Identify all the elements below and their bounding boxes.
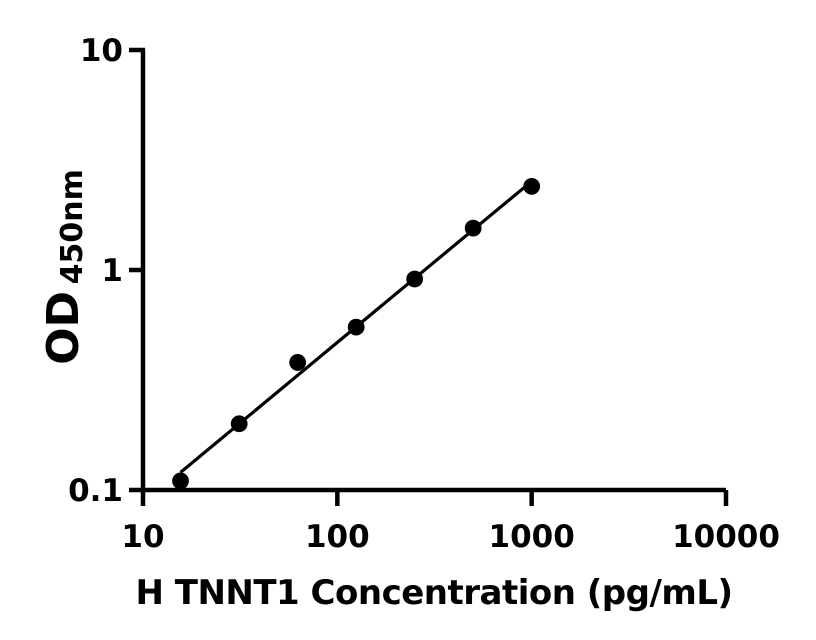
x-tick-label: 10 <box>121 519 164 555</box>
data-point <box>172 472 189 490</box>
y-tick-label: 0.1 <box>68 473 123 509</box>
data-point <box>406 270 424 288</box>
y-tick-label: 10 <box>80 33 123 69</box>
y-axis-title-main: OD <box>38 291 89 365</box>
data-point <box>289 354 307 371</box>
x-axis-title: H TNNT1 Concentration (pg/mL) <box>135 573 732 613</box>
data-point <box>464 219 482 237</box>
y-axis-title: OD 450nm <box>38 169 90 365</box>
x-tick-label: 10000 <box>672 519 780 555</box>
x-tick-label: 100 <box>305 519 370 555</box>
data-point <box>347 318 365 336</box>
data-point <box>523 177 541 195</box>
axes-spine <box>140 50 726 493</box>
y-axis-title-subscript: 450nm <box>55 169 90 284</box>
x-tick-label: 1000 <box>489 519 575 555</box>
data-point <box>230 415 248 433</box>
y-tick-label: 1 <box>101 253 123 289</box>
plot-content: 10 100 1000 10000 0.1 1 10 <box>68 33 780 555</box>
